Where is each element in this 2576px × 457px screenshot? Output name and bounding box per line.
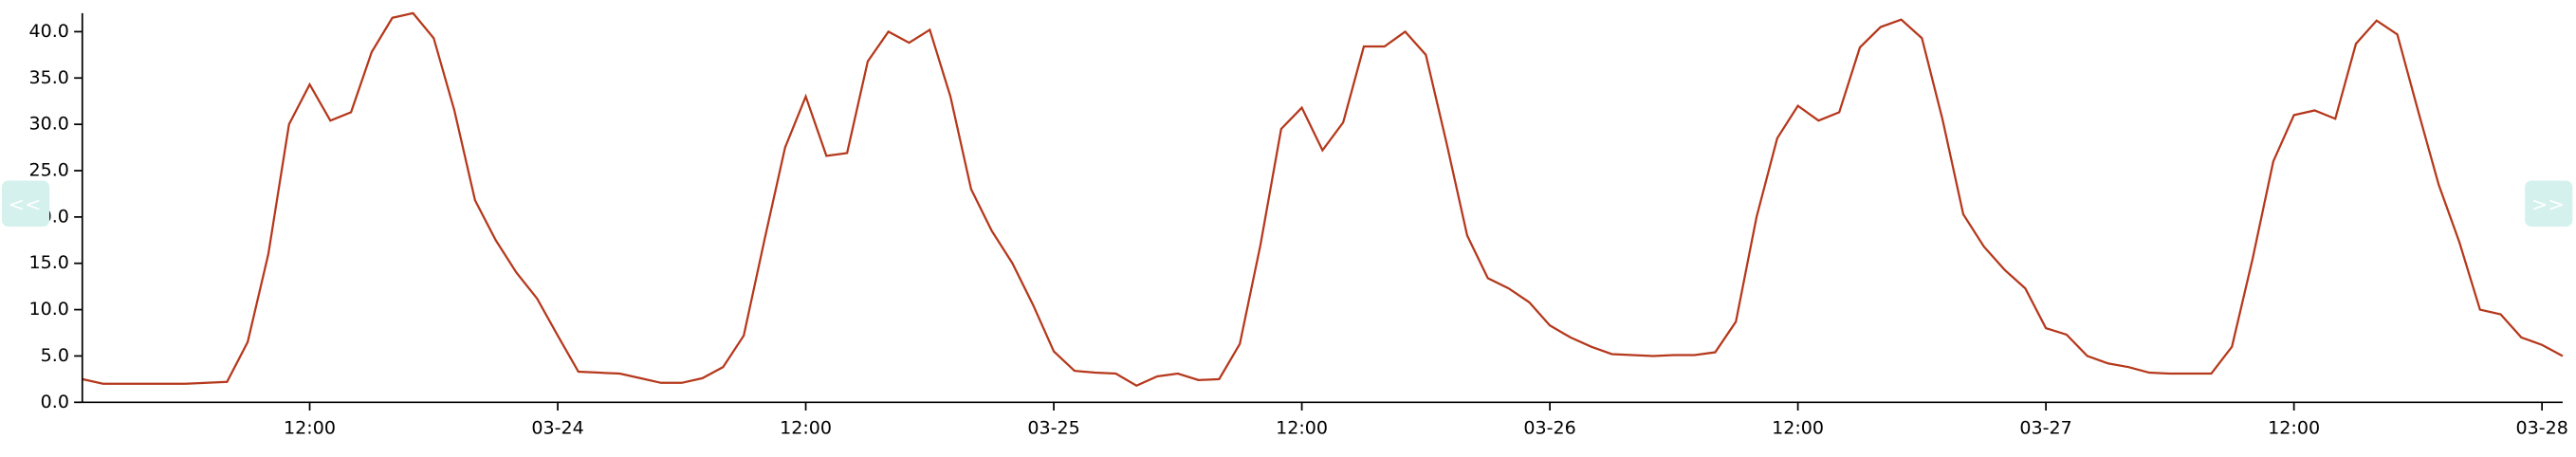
series-line [82, 11, 2564, 387]
next-button-bg[interactable] [2525, 180, 2573, 227]
x-tick-label: 12:00 [1276, 418, 1328, 439]
y-tick-label: 25.0 [29, 159, 69, 180]
prev-button[interactable]: << [1, 180, 50, 227]
prev-button-label[interactable]: << [9, 192, 42, 215]
prev-button-bg[interactable] [1, 180, 50, 227]
y-tick-label: 15.0 [29, 252, 69, 273]
x-tick-label: 03-25 [1027, 418, 1079, 439]
y-tick-label: 0.0 [41, 392, 69, 412]
x-tick-label: 12:00 [284, 418, 336, 439]
y-tick-label: 40.0 [29, 21, 69, 42]
y-tick-label: 35.0 [29, 67, 69, 88]
x-tick-label: 03-26 [1523, 418, 1575, 439]
x-tick-label: 12:00 [1772, 418, 1824, 439]
x-tick-label: 03-27 [2019, 418, 2071, 439]
next-button[interactable]: >> [2525, 180, 2573, 227]
next-button-label[interactable]: >> [2531, 192, 2565, 215]
x-tick-label: 03-24 [531, 418, 583, 439]
y-tick-label: 5.0 [41, 345, 69, 366]
y-tick-label: 10.0 [29, 299, 69, 320]
x-tick-label: 03-28 [2515, 418, 2567, 439]
x-tick-label: 12:00 [780, 418, 832, 439]
y-tick-label: 30.0 [29, 114, 69, 135]
x-tick-label: 12:00 [2268, 418, 2320, 439]
